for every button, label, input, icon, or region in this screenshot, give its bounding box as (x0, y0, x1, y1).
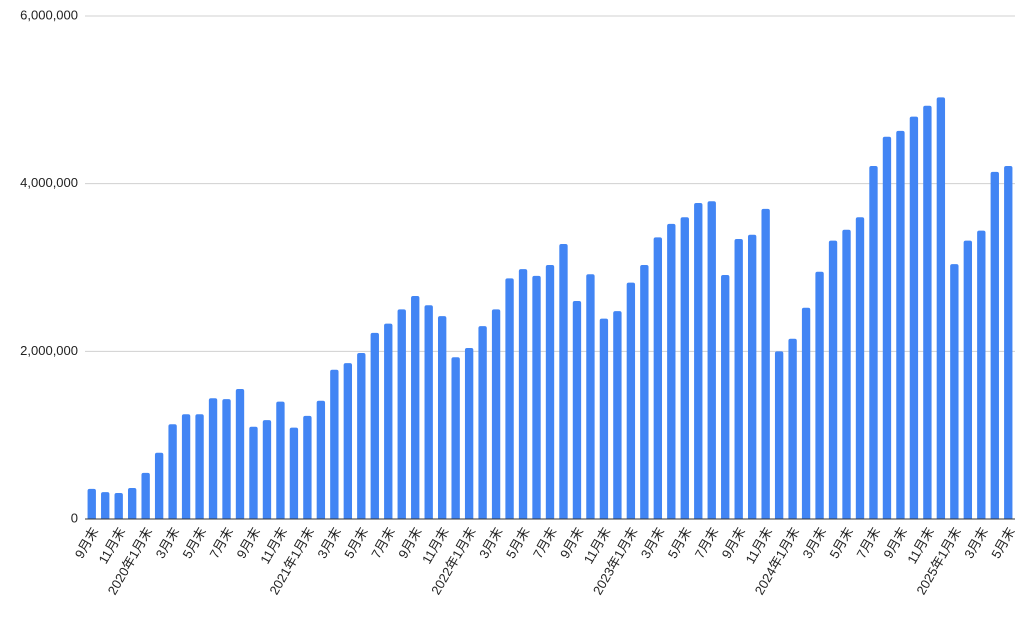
bar (87, 488, 96, 519)
bar (586, 274, 595, 519)
bar (235, 389, 245, 519)
bar (950, 264, 959, 519)
y-tick-label: 4,000,000 (20, 175, 78, 190)
bar (411, 296, 420, 519)
x-tick-label: 3月末 (961, 525, 991, 561)
bar (330, 369, 339, 519)
x-tick-label: 7月末 (206, 525, 236, 561)
bar (774, 351, 784, 519)
bar (249, 426, 258, 519)
x-tick-label: 7月末 (692, 525, 722, 561)
bar (195, 414, 204, 519)
x-tick-label: 3月末 (800, 525, 830, 561)
bar (276, 401, 285, 519)
bar (464, 347, 474, 519)
bar (680, 217, 689, 519)
bar (694, 202, 703, 519)
x-tick-label: 3月末 (476, 525, 506, 561)
x-tick-label: 5月末 (180, 525, 210, 561)
bar (154, 452, 164, 519)
bar (222, 399, 231, 519)
bar (208, 398, 218, 519)
bar (990, 171, 999, 519)
bar (316, 400, 326, 519)
bar (397, 309, 406, 519)
bar (923, 105, 932, 520)
x-tick-label: 5月末 (665, 525, 695, 561)
bar (181, 414, 191, 519)
x-tick-label: 7月末 (853, 525, 883, 561)
bar (545, 264, 555, 519)
bar (572, 301, 582, 519)
bar (505, 278, 514, 519)
bar (707, 201, 716, 519)
bar (815, 271, 824, 519)
x-tick-label: 5月末 (341, 525, 371, 561)
bar (747, 234, 757, 519)
bar (343, 363, 353, 519)
bar (168, 424, 177, 519)
bar (626, 282, 636, 519)
bar (788, 338, 797, 519)
x-tick-label: 5月末 (503, 525, 533, 561)
bar (640, 264, 649, 519)
bar (532, 275, 541, 519)
bar (936, 97, 946, 520)
y-tick-label: 2,000,000 (20, 343, 78, 358)
bar (303, 415, 312, 519)
bar (141, 472, 150, 519)
bar (1004, 166, 1013, 520)
bar (977, 230, 986, 519)
bar (370, 332, 379, 519)
bar (559, 244, 568, 519)
y-tick-label: 0 (71, 510, 78, 525)
x-tick-label: 7月末 (530, 525, 560, 561)
x-tick-label: 7月末 (368, 525, 398, 561)
bar (828, 240, 838, 519)
bar (101, 492, 110, 519)
bar (896, 130, 905, 519)
bar (384, 323, 393, 519)
bar (289, 427, 299, 519)
bar (721, 275, 730, 519)
bar (599, 318, 609, 519)
bar (855, 217, 865, 519)
bar (613, 311, 622, 519)
bar (653, 237, 663, 519)
bar (114, 493, 123, 519)
bar (801, 307, 811, 519)
bar (667, 223, 676, 519)
bar (842, 229, 851, 519)
bar (127, 487, 137, 519)
x-tick-label: 3月末 (638, 525, 668, 561)
bar (518, 269, 528, 519)
bar (882, 136, 892, 519)
bar (478, 326, 487, 519)
bar (734, 238, 743, 519)
y-tick-label: 6,000,000 (20, 7, 78, 22)
x-tick-label: 5月末 (988, 525, 1018, 561)
bar (963, 240, 973, 519)
bar (357, 353, 366, 519)
bar (761, 208, 770, 520)
bar (491, 309, 501, 519)
x-tick-label: 3月末 (314, 525, 344, 561)
x-tick-label: 5月末 (826, 525, 856, 561)
bar (437, 316, 447, 519)
bar (262, 420, 272, 519)
bar (909, 116, 919, 519)
x-tick-label: 3月末 (153, 525, 183, 561)
bar (869, 166, 878, 520)
bar (451, 357, 460, 519)
bar (424, 305, 433, 519)
